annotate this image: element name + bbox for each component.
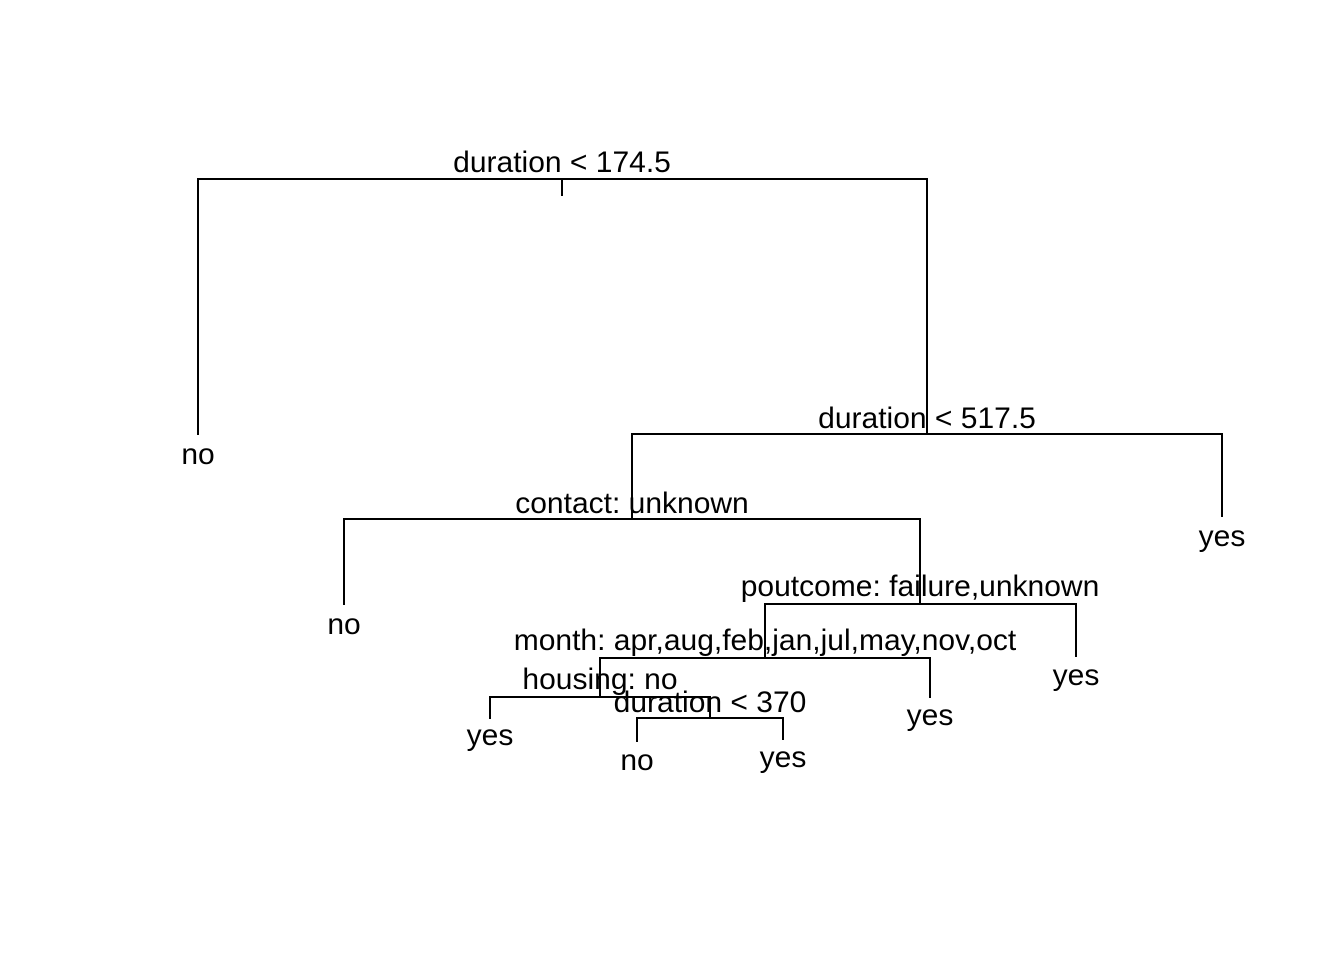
split-label-month: month: apr,aug,feb,jan,jul,may,nov,oct <box>514 624 1017 657</box>
leaf-label-yes-2: yes <box>1053 659 1100 692</box>
leaf-label-no-3: no <box>620 744 653 777</box>
split-poutcome: poutcome: failure,unknown <box>741 570 1100 659</box>
split-duration-370: duration < 370 <box>614 686 807 742</box>
split-contact: contact: unknown <box>343 487 921 605</box>
leaf-label-yes-3: yes <box>907 699 954 732</box>
leaf-label-yes-5: yes <box>760 741 807 774</box>
split-label-duration-370: duration < 370 <box>614 686 807 719</box>
leaf-label-yes-1: yes <box>1199 520 1246 553</box>
split-label-root: duration < 174.5 <box>453 146 671 179</box>
split-duration-517: duration < 517.5 <box>631 402 1223 520</box>
leaf-label-no-1: no <box>181 438 214 471</box>
split-label-contact: contact: unknown <box>515 487 748 520</box>
split-housing: housing: no <box>489 663 711 719</box>
split-label-poutcome: poutcome: failure,unknown <box>741 570 1100 603</box>
split-label-duration-517: duration < 517.5 <box>818 402 1036 435</box>
split-root: duration < 174.5 <box>197 146 928 435</box>
split-label-housing: housing: no <box>522 663 677 696</box>
leaf-label-no-2: no <box>327 608 360 641</box>
split-month: month: apr,aug,feb,jan,jul,may,nov,oct <box>514 624 1017 698</box>
leaf-label-yes-4: yes <box>467 719 514 752</box>
